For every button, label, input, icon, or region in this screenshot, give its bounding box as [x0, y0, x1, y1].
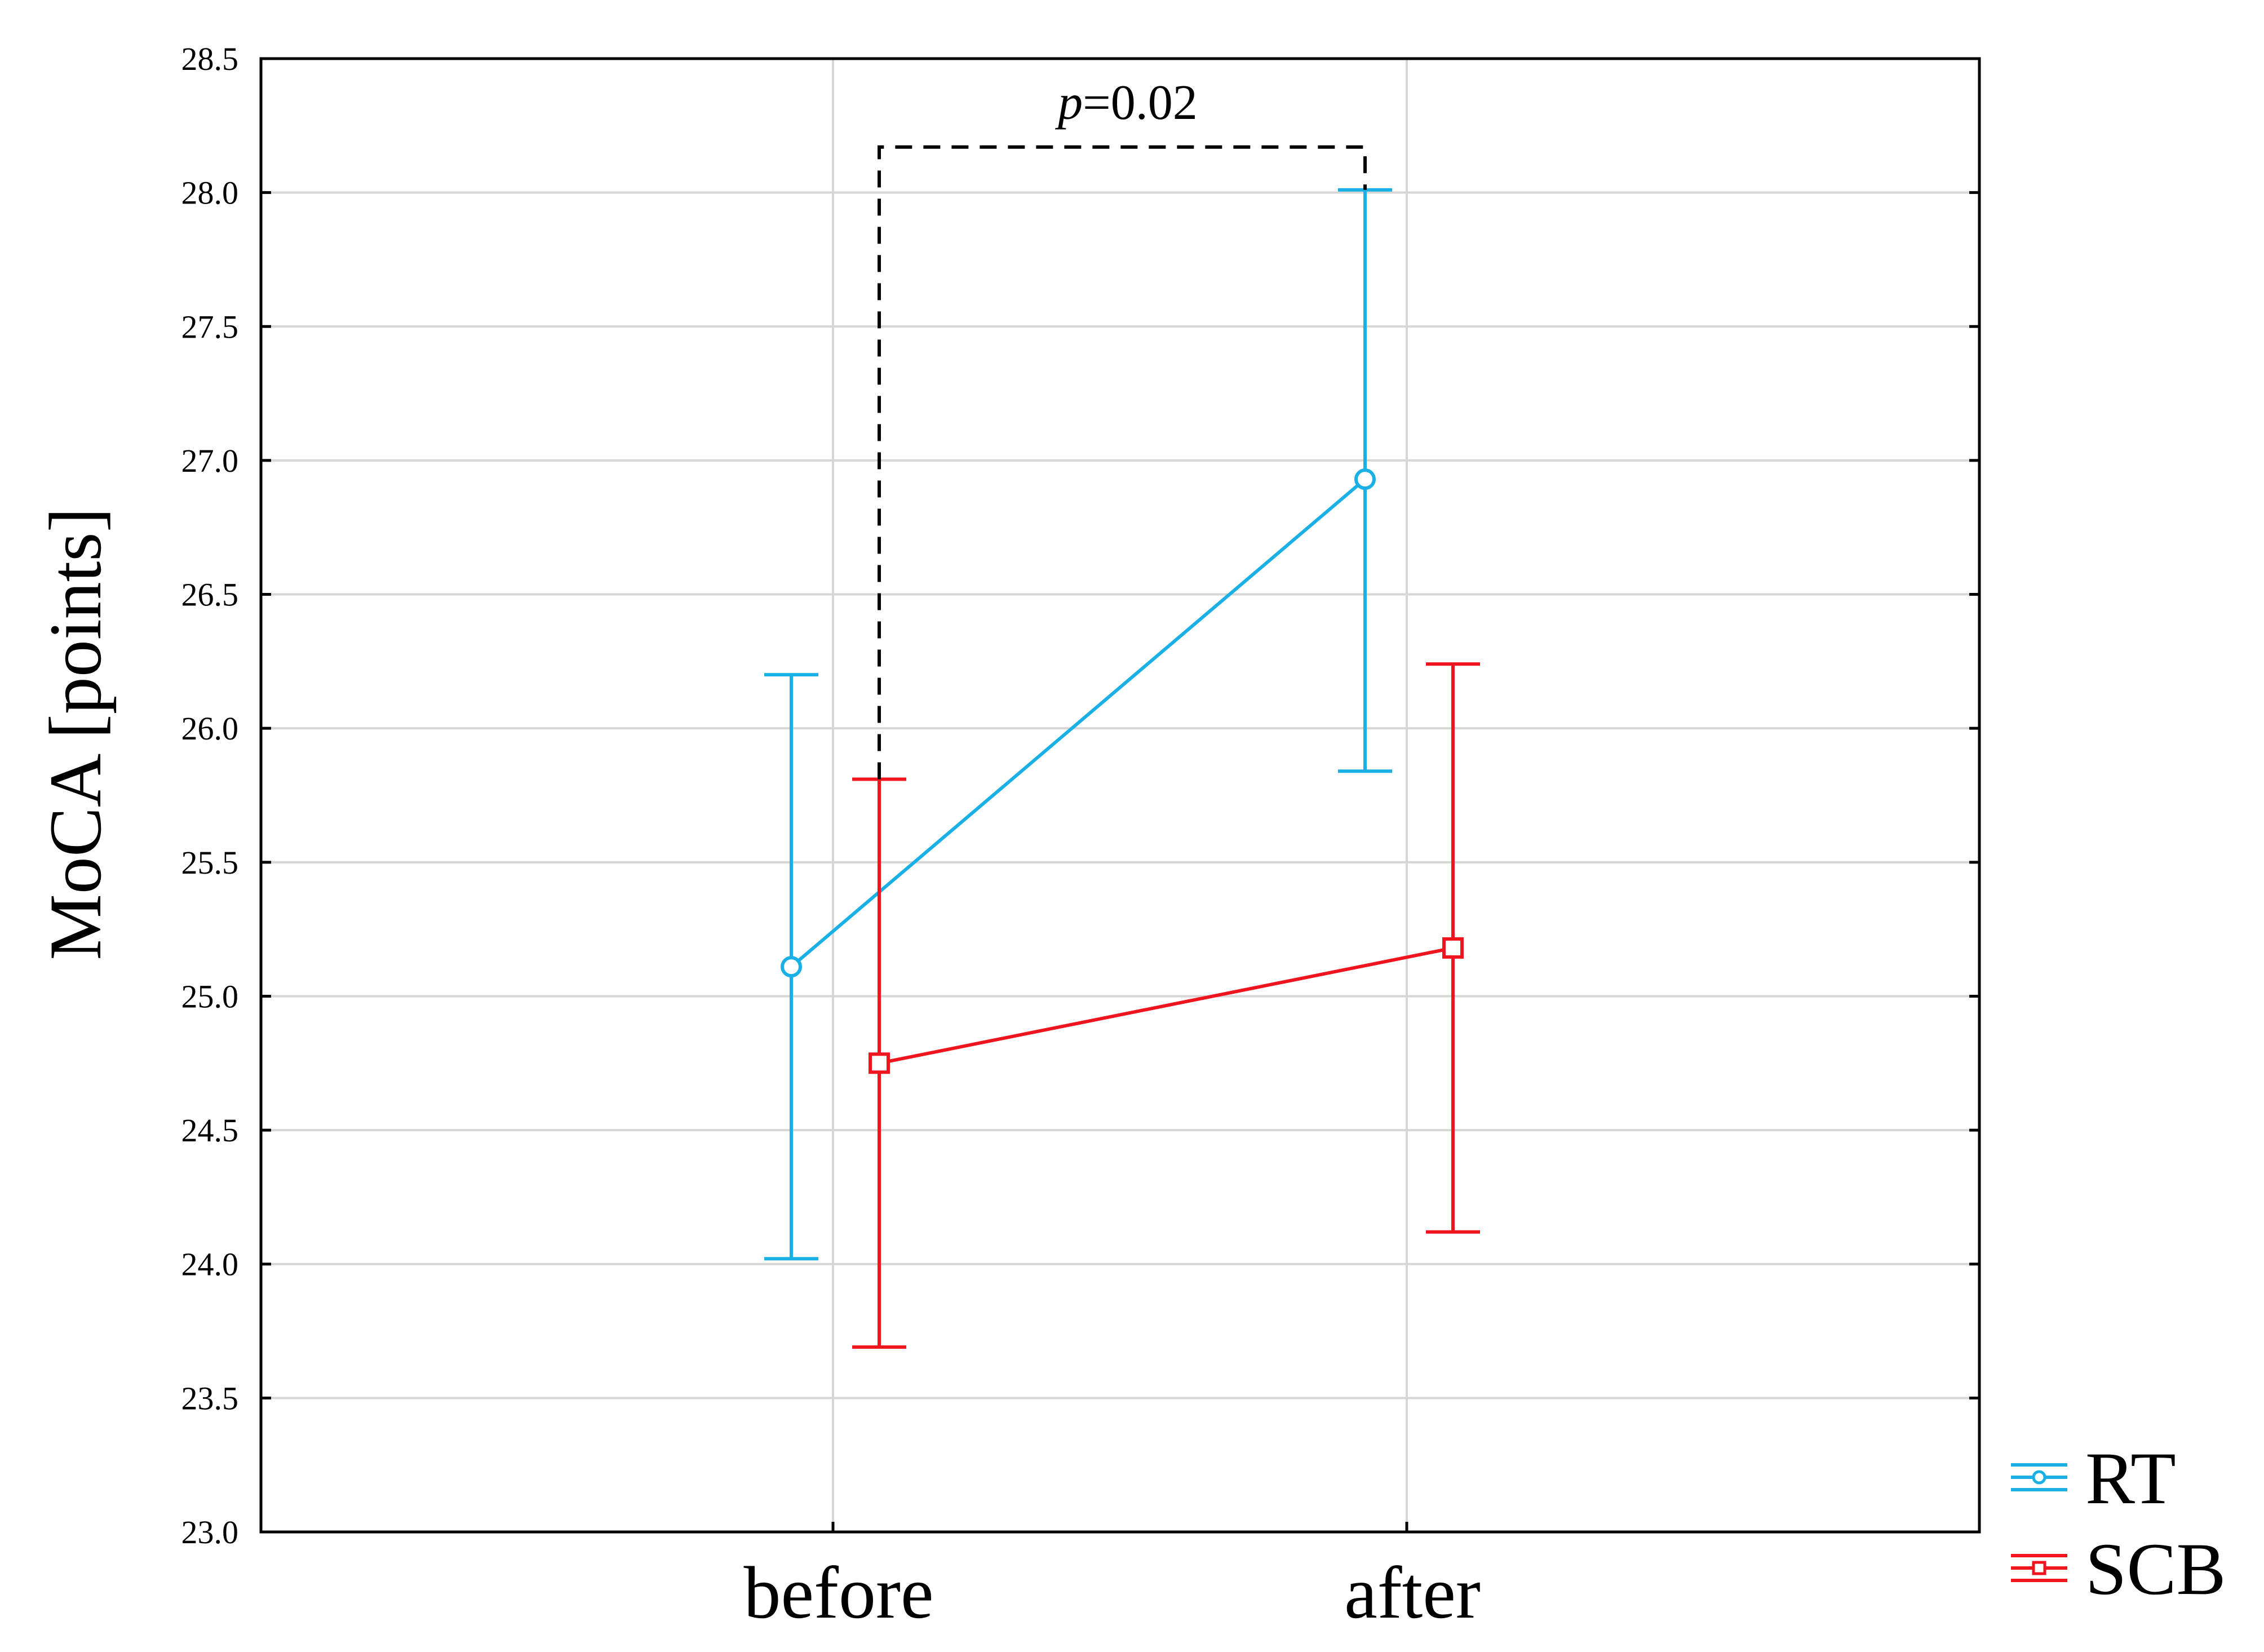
significance-label-p: p	[1055, 76, 1083, 130]
y-tick-label: 24.0	[181, 1246, 239, 1283]
series-line	[790, 477, 1366, 968]
significance-label-value: =0.02	[1083, 76, 1198, 130]
y-tick-label: 23.5	[181, 1380, 239, 1416]
y-tick-label: 24.5	[181, 1112, 239, 1149]
y-tick-label: 28.0	[181, 175, 239, 211]
grid-layer	[261, 59, 1979, 1532]
y-tick-label: 28.5	[181, 41, 239, 77]
axis-layer: 23.0 23.5 24.0 24.5 25.0 25.5 26.0 26.5 27.0 27.5…	[181, 41, 1981, 1634]
data-point	[781, 956, 802, 978]
y-tick-label: 27.0	[181, 442, 239, 479]
annotation-layer: p=0.02	[878, 76, 1367, 780]
y-tick-label: 23.0	[181, 1514, 239, 1551]
x-tick-label: before	[743, 1551, 933, 1634]
significance-label: p=0.02	[1055, 76, 1198, 130]
y-tick-label: 27.5	[181, 308, 239, 345]
data-point	[869, 1052, 890, 1074]
data-point	[1354, 468, 1376, 490]
x-tick-label: after	[1344, 1551, 1481, 1634]
legend-marker	[2032, 1470, 2046, 1485]
plot-frame	[259, 57, 1981, 1534]
legend-label: SCB	[2085, 1527, 2226, 1610]
legend-label: RT	[2085, 1437, 2176, 1520]
data-point	[1442, 937, 1464, 959]
legend-item-scb: SCB	[2011, 1527, 2226, 1610]
y-tick-label: 25.0	[181, 978, 239, 1015]
series-line	[879, 946, 1454, 1065]
y-tick-label: 26.5	[181, 577, 239, 613]
y-tick-label: 25.5	[181, 844, 239, 881]
legend-marker	[2032, 1561, 2046, 1575]
legend-item-rt: RT	[2011, 1437, 2176, 1520]
y-axis-label: MoCA [points]	[34, 507, 117, 960]
significance-bracket	[878, 145, 1367, 780]
y-tick-label: 26.0	[181, 710, 239, 747]
series-layer	[764, 188, 1480, 1349]
series-scb	[852, 662, 1480, 1349]
series-rt	[764, 188, 1392, 1261]
